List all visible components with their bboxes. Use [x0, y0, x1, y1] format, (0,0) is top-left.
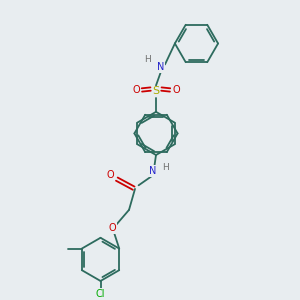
Text: N: N: [157, 62, 164, 73]
Text: O: O: [132, 85, 140, 95]
Text: S: S: [152, 86, 160, 97]
Text: O: O: [108, 223, 116, 233]
Text: O: O: [172, 85, 180, 95]
Text: H: H: [145, 55, 151, 64]
Text: O: O: [106, 170, 114, 180]
Text: H: H: [162, 163, 169, 172]
Text: N: N: [149, 166, 157, 176]
Text: Cl: Cl: [96, 289, 105, 298]
